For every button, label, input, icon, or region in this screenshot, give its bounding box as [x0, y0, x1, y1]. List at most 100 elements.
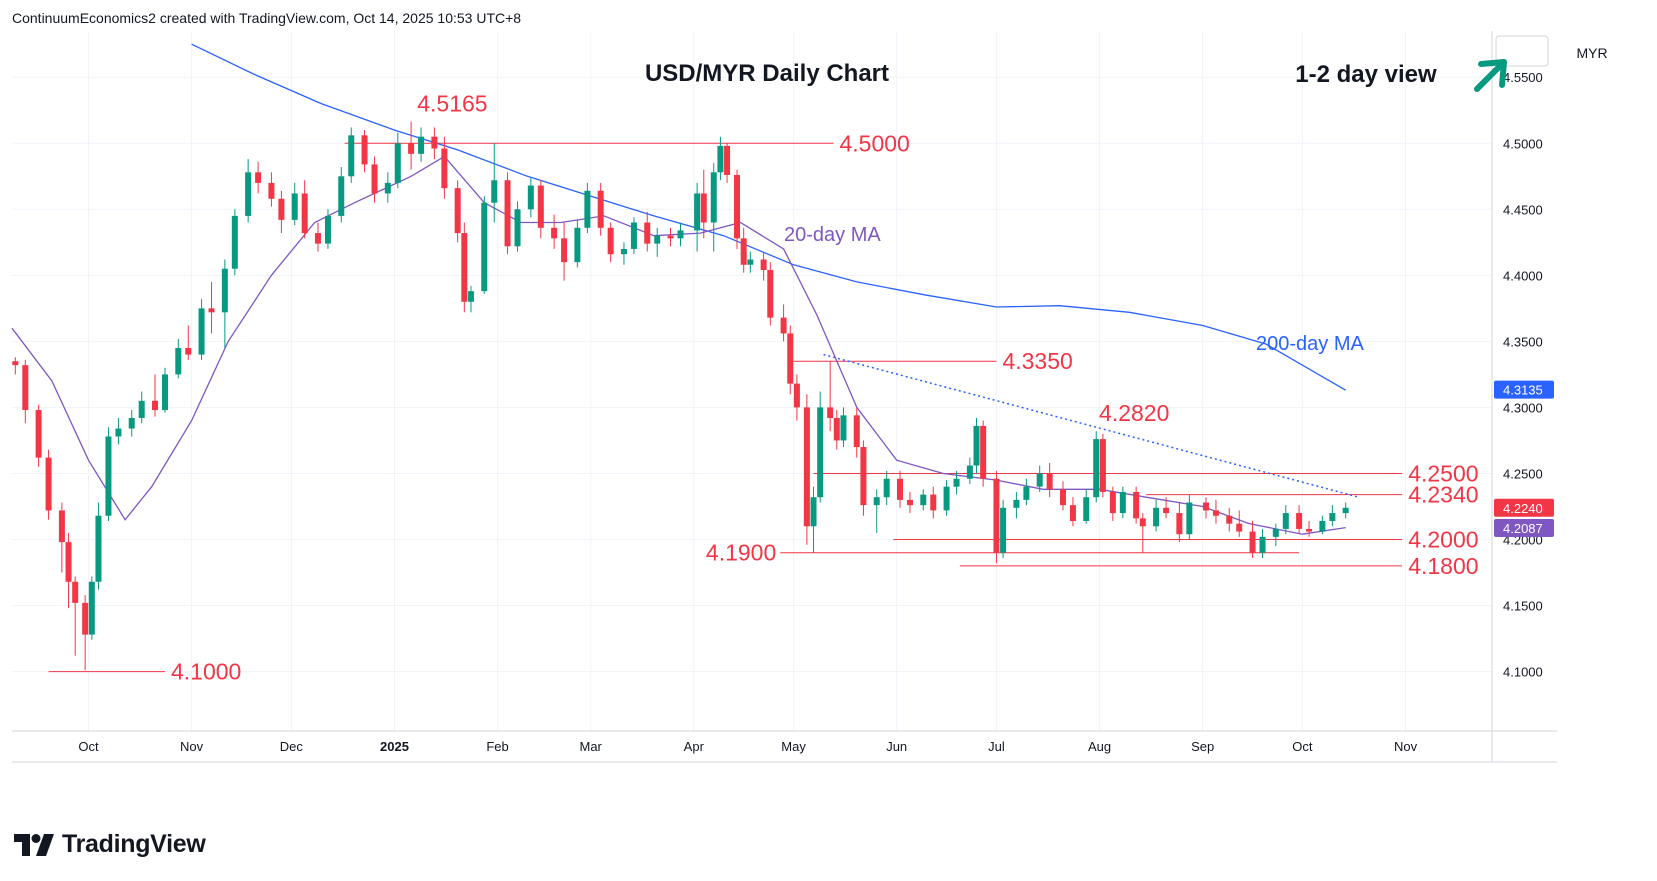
- x-tick-label: Jul: [988, 739, 1005, 754]
- candle-bear: [734, 174, 741, 239]
- candle-bull: [95, 515, 102, 582]
- candle-bull: [221, 268, 228, 313]
- x-tick-label: Aug: [1088, 739, 1111, 754]
- candle-bear: [268, 182, 275, 199]
- x-tick-label: May: [781, 739, 806, 754]
- y-tick-label: 4.1000: [1503, 665, 1543, 680]
- candle-bull: [717, 145, 724, 173]
- y-tick-label: 4.3000: [1503, 400, 1543, 415]
- candle-bull: [384, 182, 391, 194]
- tradingview-brand: TradingView: [62, 830, 206, 858]
- candle-bull: [1083, 497, 1090, 521]
- candle-bear: [1296, 513, 1303, 529]
- y-tick-label: 4.3500: [1503, 334, 1543, 349]
- candle-bear: [644, 222, 651, 244]
- candle-bull: [943, 486, 950, 511]
- candle-bull: [620, 248, 627, 255]
- level-label: 4.3350: [1002, 348, 1072, 374]
- candle-bull: [514, 209, 521, 247]
- candle-bear: [793, 383, 800, 408]
- candle-bull: [1093, 439, 1100, 498]
- candle-bear: [58, 510, 65, 543]
- candle-bear: [152, 400, 159, 411]
- candle-bear: [431, 136, 438, 149]
- candle-bull: [338, 176, 345, 216]
- level-label: 4.2340: [1408, 482, 1478, 508]
- candle-bull: [1329, 513, 1336, 521]
- ma20-line: [11, 155, 1346, 535]
- candle-bull: [161, 374, 168, 411]
- candle-bear: [1099, 439, 1106, 492]
- candle-bear: [700, 193, 707, 223]
- candle-bear: [208, 308, 215, 313]
- candle-bear: [1059, 489, 1066, 506]
- moving-averages: 20-day MA 200-day MA: [11, 43, 1364, 535]
- ma20-label: 20-day MA: [784, 224, 881, 246]
- candle-bear: [897, 478, 903, 500]
- candle-bull: [291, 193, 298, 220]
- x-tick-label: Nov: [1394, 739, 1418, 754]
- candle-bull: [245, 172, 252, 216]
- candle-bear: [827, 407, 834, 418]
- peak-label: 4.5165: [417, 90, 487, 116]
- candle-bull: [1319, 521, 1326, 532]
- candle-bear: [65, 542, 72, 582]
- candle-bull: [348, 135, 355, 177]
- candle-bear: [780, 317, 787, 334]
- y-tick-label: 4.5500: [1503, 70, 1543, 85]
- arrow-up-right-icon: [1474, 59, 1507, 92]
- candle-bear: [1133, 491, 1140, 519]
- candle-bull: [418, 136, 425, 154]
- candle-bear: [1249, 531, 1256, 553]
- candle-bull: [1153, 507, 1160, 527]
- peak-label: 4.2820: [1099, 400, 1169, 426]
- x-tick-label: 2025: [380, 739, 409, 754]
- candle-bear: [1212, 510, 1219, 516]
- candle-bear: [441, 148, 448, 189]
- candle-bear: [667, 235, 674, 239]
- candle-bear: [853, 415, 860, 448]
- candle-bear: [1176, 513, 1183, 535]
- candle-bull: [920, 494, 927, 506]
- price-tag: [1494, 380, 1554, 399]
- candle-bull: [491, 180, 498, 203]
- candle-bear: [860, 447, 867, 506]
- tradingview-logo-icon: [14, 833, 54, 856]
- candle-bear: [980, 425, 987, 479]
- candle-bear: [803, 407, 810, 527]
- level-label: 4.1000: [171, 659, 241, 685]
- axes-frame: [12, 31, 1557, 763]
- candle-bear: [255, 172, 262, 183]
- candle-bear: [461, 233, 468, 302]
- trendline: [823, 353, 1360, 498]
- price-tag-label: 4.2240: [1503, 501, 1543, 516]
- candle-bear: [993, 478, 1000, 553]
- candle-bull: [128, 417, 135, 429]
- price-tag: [1494, 519, 1554, 537]
- candle-bull: [394, 143, 401, 183]
- candle-bull: [966, 465, 973, 479]
- candle-bull: [883, 478, 890, 498]
- x-tick-label: Oct: [78, 739, 99, 754]
- y-tick-label: 4.2500: [1503, 466, 1543, 481]
- candle-bear: [1109, 491, 1116, 514]
- candle-bull: [817, 407, 824, 498]
- level-label: 4.2500: [1408, 460, 1478, 486]
- price-tag-label: 4.2087: [1503, 521, 1543, 536]
- level-label: 4.5000: [839, 130, 909, 156]
- level-label: 4.2000: [1408, 526, 1478, 552]
- ma200-line: [191, 43, 1347, 391]
- candle-bull: [1259, 536, 1266, 553]
- x-tick-label: Apr: [684, 739, 705, 754]
- candle-bear: [787, 333, 794, 384]
- candle-bull: [694, 193, 701, 231]
- level-label: 4.1800: [1408, 553, 1478, 579]
- candle-bear: [1202, 502, 1209, 511]
- candle-bear: [597, 190, 604, 228]
- y-tick-label: 4.1500: [1503, 599, 1543, 614]
- candle-bear: [1306, 528, 1313, 532]
- candle-bear: [561, 238, 568, 263]
- x-tick-label: Sep: [1191, 739, 1214, 754]
- candle-bull: [584, 190, 591, 228]
